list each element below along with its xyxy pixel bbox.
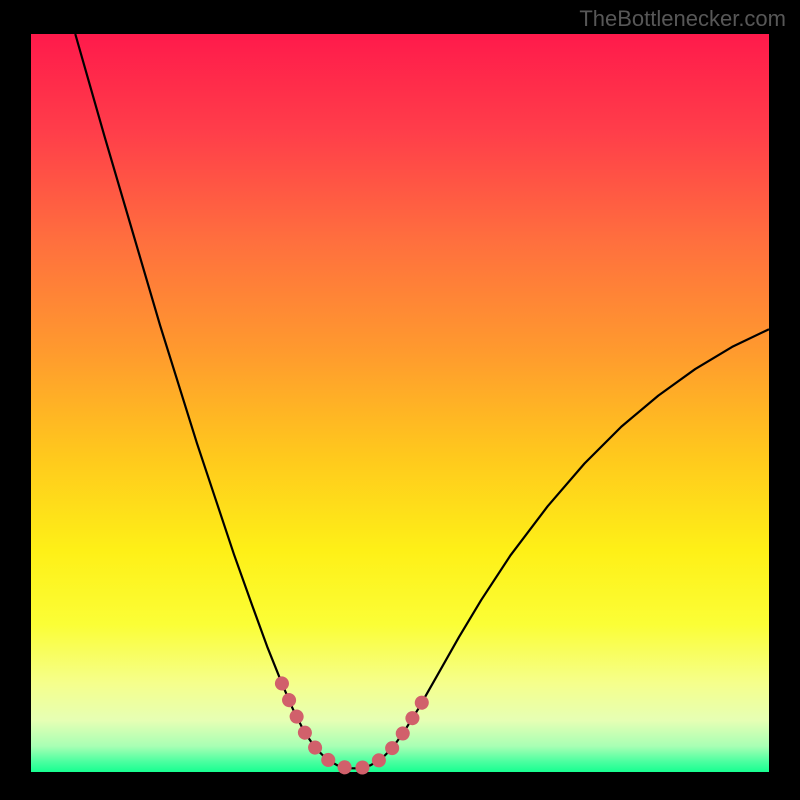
chart-container: { "watermark": { "text": "TheBottlenecke… [0,0,800,800]
plot-background [31,34,769,772]
bottleneck-chart [0,0,800,800]
watermark-text: TheBottlenecker.com [579,6,786,32]
